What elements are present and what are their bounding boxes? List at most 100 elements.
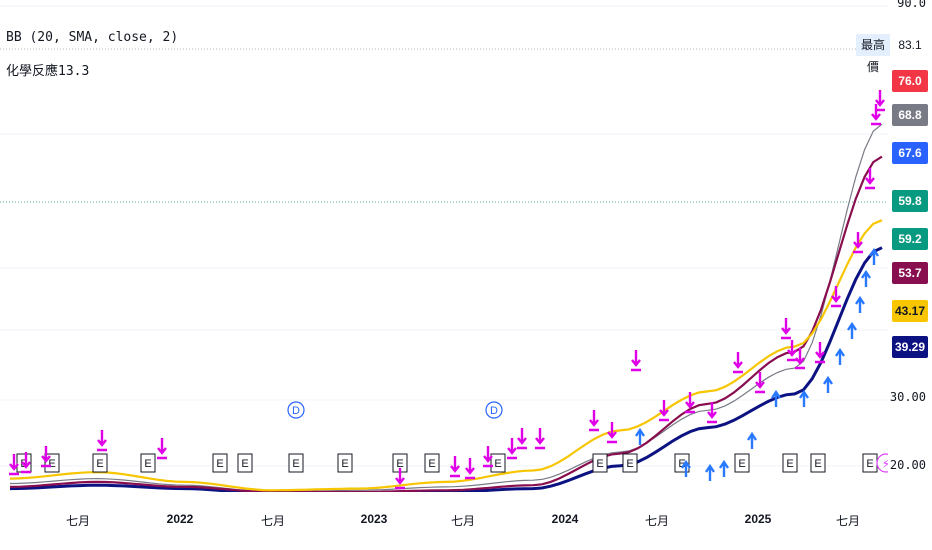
svg-text:E: E [786, 458, 793, 470]
buy-signal-arrow [681, 459, 691, 477]
earnings-marker[interactable]: E [237, 453, 253, 473]
sell-signal-arrow [97, 430, 107, 452]
buy-signal-arrow [869, 247, 879, 265]
earnings-marker[interactable]: E [92, 453, 108, 473]
x-tick-label: 2025 [744, 512, 772, 526]
high-price-value: 83.1 [892, 34, 928, 56]
svg-text:E: E [292, 458, 299, 470]
sell-signal-arrow [450, 456, 460, 478]
svg-text:⚡: ⚡ [882, 457, 888, 471]
sell-signal-arrow [685, 392, 695, 414]
sell-signal-arrow [781, 318, 791, 340]
sell-signal-arrow [659, 400, 669, 422]
buy-signal-arrow [823, 375, 833, 393]
sell-signal-arrow [157, 438, 167, 460]
sell-signal-arrow [755, 372, 765, 394]
sell-signal-arrow [21, 452, 31, 474]
price-badge: 59.8 [892, 190, 928, 212]
x-tick-label: 七月 [260, 514, 286, 528]
svg-text:E: E [866, 458, 873, 470]
y-tick-label: 20.00 [889, 458, 926, 472]
x-tick-label: 七月 [835, 514, 861, 528]
svg-text:E: E [596, 458, 603, 470]
earnings-marker[interactable]: E [622, 453, 638, 473]
indicator-legend[interactable]: 化學反應13.3 [6, 64, 90, 79]
buy-signal-arrow [855, 295, 865, 313]
sell-signal-arrow [589, 410, 599, 432]
sell-signal-arrow [795, 348, 805, 370]
moving-average-short-line [9, 219, 883, 492]
moving-average-long-line [9, 246, 883, 492]
svg-text:E: E [738, 458, 745, 470]
price-badge: 39.29 [892, 336, 928, 358]
x-tick-label: 2024 [551, 512, 579, 526]
svg-text:E: E [96, 458, 103, 470]
sell-signal-arrow [507, 438, 517, 460]
svg-text:E: E [814, 458, 821, 470]
earnings-marker[interactable]: E [592, 453, 608, 473]
buy-signal-arrow [771, 389, 781, 407]
earnings-marker[interactable]: E [490, 453, 506, 473]
event-flash-icon[interactable]: ⚡ [876, 453, 888, 473]
x-tick-label: 七月 [644, 514, 670, 528]
sell-signal-arrow [483, 446, 493, 468]
buy-signal-arrow [705, 463, 715, 481]
price-badge: 59.2 [892, 228, 928, 250]
earnings-marker[interactable]: E [424, 453, 440, 473]
svg-text:E: E [396, 458, 403, 470]
earnings-marker[interactable]: E [810, 453, 826, 473]
earnings-marker[interactable]: E [734, 453, 750, 473]
svg-text:E: E [678, 458, 685, 470]
sell-signal-arrow [465, 458, 475, 480]
buy-signal-arrow [747, 431, 757, 449]
sell-signal-arrow [631, 350, 641, 372]
y-tick-label: 90.0 [897, 0, 926, 10]
time-axis[interactable]: 七月 2022 七月 2023 七月 2024 七月 2025 七月 [0, 492, 888, 550]
svg-text:E: E [428, 458, 435, 470]
svg-text:D: D [490, 405, 498, 417]
sell-signal-arrow [871, 104, 881, 126]
sell-signal-arrow [865, 168, 875, 190]
signal-arrows [9, 90, 885, 490]
buy-signal-arrow [799, 389, 809, 407]
price-badge: 53.7 [892, 262, 928, 284]
earnings-marker[interactable]: E [288, 453, 304, 473]
earnings-marker[interactable]: E [782, 453, 798, 473]
earnings-marker[interactable]: E [337, 453, 353, 473]
price-line [9, 123, 883, 492]
earnings-marker[interactable]: E [140, 453, 156, 473]
sell-signal-arrow [607, 422, 617, 444]
price-badge: 67.6 [892, 142, 928, 164]
sell-signal-arrow [535, 428, 545, 450]
sell-signal-arrow [815, 342, 825, 364]
price-badge: 76.0 [892, 70, 928, 92]
high-price-label: 最高價 [856, 34, 890, 74]
buy-signal-arrow [719, 459, 729, 477]
moving-average-mid-line [9, 155, 883, 492]
x-tick-label: 七月 [450, 514, 476, 528]
price-badge: 43.17 [892, 300, 928, 322]
svg-text:E: E [216, 458, 223, 470]
price-axis[interactable]: 90.0 30.00 20.00 [888, 0, 932, 492]
bollinger-legend[interactable]: BB (20, SMA, close, 2) [6, 30, 179, 45]
sell-signal-arrow [875, 90, 885, 112]
svg-text:E: E [626, 458, 633, 470]
buy-signal-arrow [835, 347, 845, 365]
sell-signal-arrow [395, 468, 405, 490]
sell-signal-arrow [707, 402, 717, 424]
sell-signal-arrow [9, 454, 19, 476]
svg-text:E: E [341, 458, 348, 470]
svg-text:D: D [292, 405, 300, 417]
x-tick-label: 七月 [65, 514, 91, 528]
sell-signal-arrow [517, 428, 527, 450]
earnings-marker[interactable]: E [862, 453, 878, 473]
dividend-marker[interactable]: D [287, 401, 305, 419]
svg-text:E: E [144, 458, 151, 470]
sell-signal-arrow [787, 340, 797, 362]
dividend-marker[interactable]: D [485, 401, 503, 419]
earnings-marker[interactable]: E [212, 453, 228, 473]
y-tick-label: 30.00 [889, 390, 926, 404]
